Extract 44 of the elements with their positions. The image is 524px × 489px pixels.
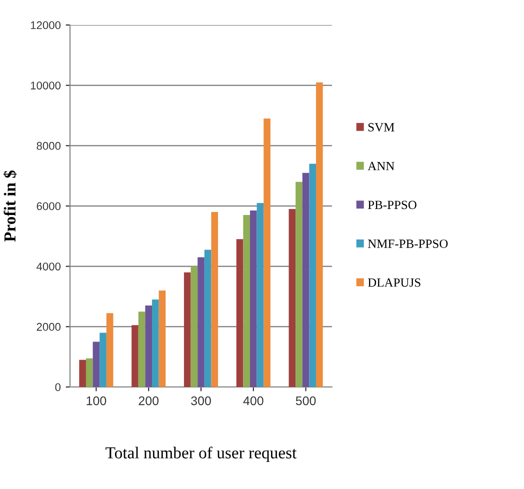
y-tick-label: 10000	[30, 82, 61, 90]
y-tick-label: 12000	[30, 21, 61, 30]
bar	[145, 306, 152, 387]
bar	[138, 312, 146, 387]
bar	[79, 360, 86, 387]
bar	[190, 266, 198, 387]
bar	[132, 325, 138, 387]
bar	[198, 257, 204, 387]
bar	[92, 342, 100, 387]
bar	[158, 290, 166, 387]
legend-label: PB-PPSO	[368, 200, 416, 210]
y-tick-label: 4000	[36, 262, 61, 270]
x-tick-label: 500	[296, 396, 316, 406]
bar	[211, 212, 218, 387]
y-axis-title: Profit in $	[3, 170, 17, 242]
bar	[106, 313, 114, 387]
legend-label: NMF-PB-PPSO	[368, 240, 448, 248]
bar	[302, 172, 310, 387]
legend-label: DLAPUJS	[368, 278, 420, 287]
y-tick-label: 0	[55, 383, 61, 392]
y-tick-label: 6000	[36, 202, 61, 210]
x-tick-label: 400	[243, 396, 264, 406]
x-tick-label: 200	[138, 396, 159, 406]
bar	[243, 215, 250, 387]
y-tick-label: 8000	[36, 142, 61, 150]
legend-label: ANN	[368, 162, 394, 170]
bar	[236, 239, 244, 387]
x-tick-label: 100	[86, 396, 106, 406]
bar	[296, 182, 302, 387]
x-tick-label: 300	[191, 396, 211, 406]
bar	[204, 250, 212, 387]
bar	[256, 202, 264, 387]
bar	[250, 210, 257, 387]
bar	[309, 164, 316, 387]
bar	[288, 209, 296, 387]
bar	[316, 82, 323, 387]
legend-label: SVM	[368, 123, 394, 132]
bar	[152, 300, 159, 387]
y-tick-label: 2000	[36, 322, 61, 331]
bar	[100, 332, 106, 387]
bar	[184, 272, 191, 387]
bar	[86, 358, 93, 387]
bar	[264, 118, 270, 387]
x-axis-title: Total number of user request	[106, 446, 297, 462]
